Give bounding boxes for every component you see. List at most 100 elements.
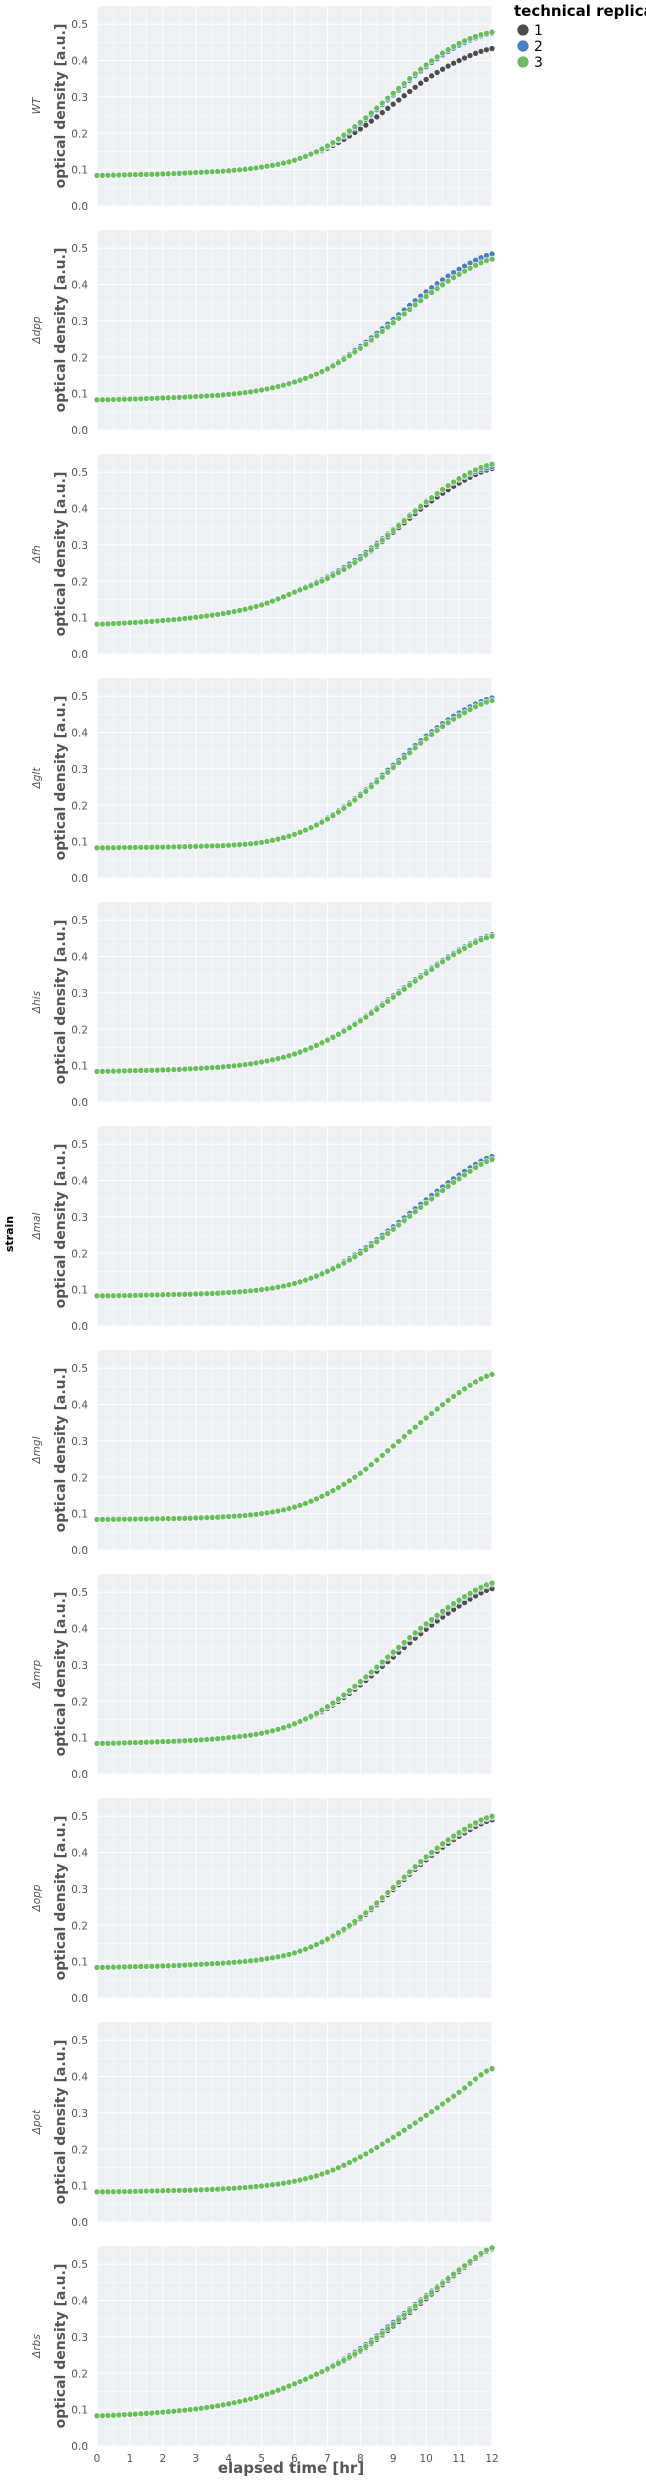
data-point <box>258 1058 265 1066</box>
data-point <box>247 1060 254 1068</box>
data-point <box>378 2140 386 2148</box>
data-point <box>175 615 183 623</box>
data-point <box>219 2185 227 2193</box>
data-point <box>93 172 101 179</box>
data-point <box>368 2147 375 2155</box>
data-point <box>466 706 474 713</box>
data-point <box>368 109 375 117</box>
data-point <box>318 2368 326 2375</box>
data-point <box>148 1962 156 1970</box>
data-point <box>247 1511 254 1519</box>
y-tick-label: 0.4 <box>71 56 88 68</box>
data-point <box>472 1164 479 1171</box>
strain-label: Δmal <box>31 1213 43 1241</box>
data-point <box>340 2161 348 2169</box>
data-point <box>192 169 200 176</box>
data-point <box>477 2250 485 2257</box>
data-point <box>335 569 342 576</box>
data-point <box>302 826 309 834</box>
data-point <box>208 1960 216 1968</box>
data-point <box>417 65 424 73</box>
data-point <box>378 536 386 544</box>
data-point <box>461 472 468 479</box>
data-point <box>444 1836 452 1844</box>
data-point <box>335 808 342 816</box>
data-point <box>335 1484 342 1491</box>
data-point <box>126 2411 134 2418</box>
data-point <box>324 1036 331 1044</box>
data-point <box>165 2408 172 2416</box>
x-tick-label: 8 <box>357 2453 364 2465</box>
data-point <box>159 2187 167 2195</box>
data-point <box>165 394 172 402</box>
data-point <box>258 601 265 609</box>
y-tick-label: 0.2 <box>71 352 88 364</box>
data-point <box>247 1287 254 1295</box>
data-point <box>368 336 375 344</box>
data-point <box>225 1513 232 1520</box>
data-point <box>247 604 254 612</box>
data-point <box>192 613 200 621</box>
y-tick-label: 0.4 <box>71 1400 88 1412</box>
data-point <box>466 2080 474 2087</box>
data-point <box>373 2144 381 2151</box>
data-point <box>368 117 375 125</box>
data-point <box>439 723 446 730</box>
data-point <box>307 1044 315 1052</box>
data-point <box>428 289 435 296</box>
data-point <box>154 617 161 625</box>
data-point <box>280 159 287 167</box>
data-point <box>203 392 211 400</box>
data-point <box>450 1832 457 1840</box>
data-point <box>154 1291 161 1299</box>
y-axis-label: optical density [a.u.] <box>53 920 69 1085</box>
x-axis-label: elapsed time [hr] <box>218 2459 364 2477</box>
data-point <box>302 1500 309 1507</box>
data-point <box>472 262 479 269</box>
data-point <box>274 595 282 603</box>
data-point <box>258 2182 265 2190</box>
data-point <box>175 843 183 851</box>
data-point <box>252 2183 260 2190</box>
data-point <box>225 1289 232 1296</box>
data-point <box>422 1853 430 1861</box>
data-point <box>230 1288 238 1296</box>
data-point <box>450 951 457 958</box>
data-point <box>186 1065 194 1073</box>
data-point <box>247 2183 254 2191</box>
data-point <box>219 842 227 849</box>
data-point <box>368 1668 375 1676</box>
data-point <box>115 1292 123 1299</box>
data-point <box>104 1067 112 1075</box>
y-tick-label: 0.2 <box>71 576 88 588</box>
data-point <box>340 356 348 363</box>
data-point <box>225 2400 232 2408</box>
data-point <box>307 1712 315 1720</box>
data-point <box>411 2302 419 2310</box>
data-point <box>357 2347 364 2354</box>
data-point <box>170 1066 178 1073</box>
x-tick-label: 3 <box>192 2453 199 2465</box>
data-point <box>148 1291 156 1299</box>
data-point <box>362 340 370 348</box>
data-point <box>126 1067 134 1075</box>
data-point <box>428 1616 435 1623</box>
data-point <box>214 1960 221 1967</box>
data-point <box>263 1509 271 1517</box>
y-tick-label: 0.2 <box>71 1024 88 1036</box>
y-tick-label: 0.2 <box>71 2144 88 2156</box>
data-point <box>373 1456 381 1464</box>
data-point <box>400 985 408 993</box>
data-point <box>263 599 271 607</box>
data-point <box>208 392 216 399</box>
data-point <box>384 1447 392 1454</box>
data-point <box>115 1739 123 1747</box>
data-point <box>296 1718 304 1725</box>
data-point <box>472 939 479 946</box>
data-point <box>351 1253 359 1261</box>
data-point <box>411 2119 419 2127</box>
data-point <box>269 837 276 844</box>
data-point <box>307 2174 315 2181</box>
